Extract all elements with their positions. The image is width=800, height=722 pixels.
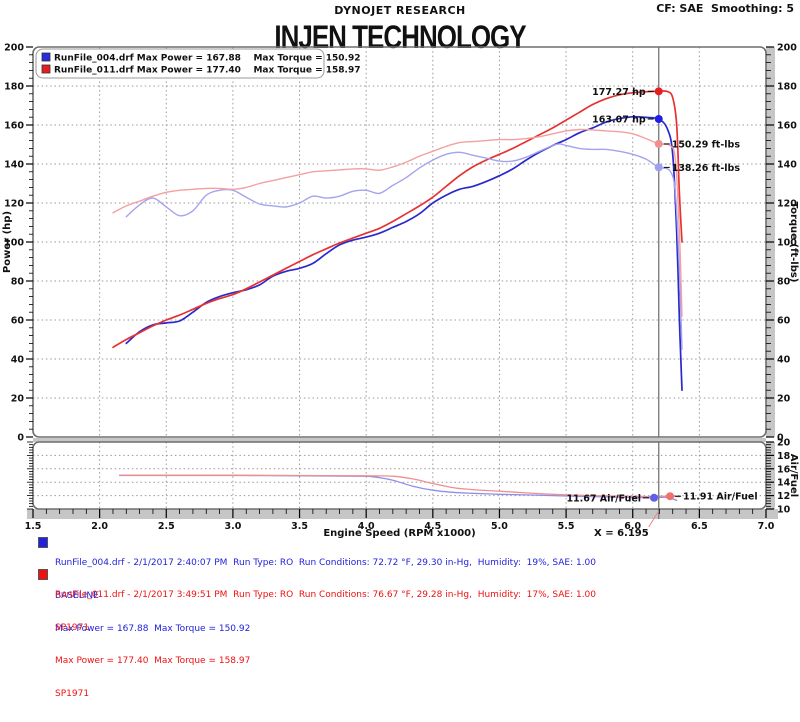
power-tick-label: 20 <box>11 394 25 405</box>
airfuel-tick-label: 20 <box>777 438 791 449</box>
legend-swatch <box>41 64 51 74</box>
power-sp1971-curve <box>112 90 683 349</box>
power-tick-label: 60 <box>11 316 25 327</box>
power-tick-label: 140 <box>4 160 24 171</box>
run-color-swatch-blue <box>38 537 48 548</box>
annotation-label: 11.67 Air/Fuel <box>566 493 641 504</box>
torque-tick-label: 160 <box>777 121 797 132</box>
cursor-value-dot <box>666 492 675 501</box>
torque-tick-label: 0 <box>777 433 784 444</box>
run-file-line: RunFile_011.drf - 2/1/2017 3:49:51 PM Ru… <box>55 590 597 600</box>
cursor-x-readout: X = 6.195 <box>594 528 649 539</box>
cursor-label-leader <box>648 510 660 528</box>
torque-tick-label: 60 <box>777 316 791 327</box>
power-tick-label: 100 <box>4 238 24 249</box>
cursor-value-dot <box>650 493 659 502</box>
power-tick-label: 200 <box>4 43 24 54</box>
power-baseline-curve <box>125 115 683 392</box>
annotation-label: 177.27 hp <box>592 87 646 98</box>
airfuel-sp1971-curve <box>118 474 681 498</box>
run-tag-2: SP1971 <box>55 689 90 699</box>
power-tick-label: 180 <box>4 82 24 93</box>
report-header: DYNOJET RESEARCH <box>334 4 466 17</box>
airfuel-tick-label: 18 <box>777 451 791 462</box>
rpm-tick-label: 5.0 <box>491 521 508 532</box>
torque-baseline-curve <box>125 143 683 350</box>
cursor-value-dot <box>654 163 663 172</box>
torque-tick-label: 180 <box>777 82 797 93</box>
run-tag: SP1971 <box>55 623 90 633</box>
power-tick-label: 120 <box>4 199 24 210</box>
airfuel-plot-frame <box>32 441 767 510</box>
cursor-value-dot <box>654 139 663 148</box>
rpm-tick-label: 1.5 <box>25 521 42 532</box>
legend-box <box>35 48 325 79</box>
rpm-tick-label: 2.0 <box>91 521 108 532</box>
annotation-label: 11.91 Air/Fuel <box>683 492 758 503</box>
power-axis-title: Power (hp) <box>2 211 13 273</box>
power-tick-label: 80 <box>11 277 25 288</box>
airfuel-axis-bar <box>766 442 775 509</box>
annotation-label: 163.07 hp <box>592 115 646 126</box>
torque-axis-title: Torque (ft-lbs) <box>788 202 799 283</box>
airfuel-tick-label: 14 <box>777 478 791 489</box>
run-tag: BASELINE <box>55 591 99 601</box>
rpm-tick-label: 4.5 <box>424 521 441 532</box>
annotation-label: 150.29 ft-lbs <box>672 139 741 150</box>
torque-sp1971-curve <box>112 128 683 317</box>
torque-tick-label: 140 <box>777 160 797 171</box>
rpm-tick-label: 6.5 <box>691 521 708 532</box>
run-file-line: RunFile_004.drf - 2/1/2017 2:40:07 PM Ru… <box>55 558 597 568</box>
power-tick-label: 40 <box>11 355 25 366</box>
rpm-tick-label: 3.5 <box>291 521 308 532</box>
dyno-chart: RunFile_004.drf Max Power = 167.88 Max T… <box>2 43 799 540</box>
airfuel-tick-label: 10 <box>777 505 791 516</box>
legend-swatch <box>41 52 51 62</box>
airfuel-tick-label: 12 <box>777 491 790 502</box>
rpm-tick-label: 4.0 <box>358 521 375 532</box>
airfuel-axis-title: Air/Fuel <box>788 454 799 497</box>
chart-gap-band <box>33 438 766 442</box>
legend-entry: RunFile_004.drf Max Power = 167.88 Max T… <box>54 54 361 64</box>
rpm-tick-label: 5.5 <box>558 521 575 532</box>
annotation-label: 138.26 ft-lbs <box>672 163 741 174</box>
torque-tick-label: 20 <box>777 394 791 405</box>
power-tick-label: 0 <box>17 433 24 444</box>
rpm-axis-title: Engine Speed (RPM x1000) <box>323 528 475 539</box>
torque-tick-label: 200 <box>777 43 797 54</box>
legend-entry: RunFile_011.drf Max Power = 177.40 Max T… <box>54 66 361 76</box>
run-max-line: Max Power = 177.40 Max Torque = 158.97 <box>55 656 251 666</box>
torque-tick-label: 40 <box>777 355 791 366</box>
rpm-tick-label: 3.0 <box>224 521 241 532</box>
rpm-tick-label: 2.5 <box>158 521 175 532</box>
power-tick-label: 160 <box>4 121 24 132</box>
run-color-swatch-red <box>38 569 48 580</box>
torque-tick-label: 80 <box>777 277 791 288</box>
torque-tick-label: 120 <box>777 199 797 210</box>
correction-smoothing-setting: CF: SAE Smoothing: 5 <box>656 2 794 15</box>
rpm-axis-bar <box>27 509 778 519</box>
run-info-sp1971: RunFile_011.drf - 2/1/2017 3:49:51 PM Ru… <box>38 568 596 722</box>
rpm-tick-label: 7.0 <box>758 521 775 532</box>
dyno-report-page: { "header": { "center": "DYNOJET RESEARC… <box>0 0 800 699</box>
torque-tick-label: 100 <box>777 238 797 249</box>
airfuel-tick-label: 16 <box>777 464 791 475</box>
cursor-value-dot <box>654 87 663 96</box>
rpm-tick-label: 6.0 <box>624 521 641 532</box>
cursor-value-dot <box>654 115 663 124</box>
